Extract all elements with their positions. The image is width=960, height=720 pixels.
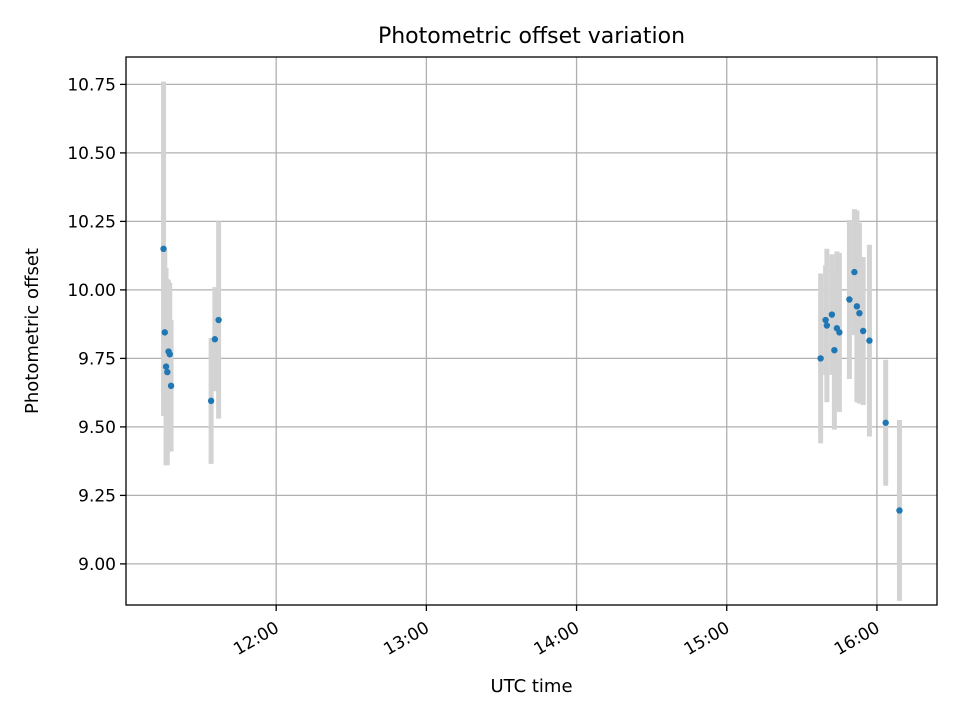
data-point xyxy=(817,355,824,362)
y-tick-label: 9.75 xyxy=(78,349,116,369)
data-point xyxy=(831,346,838,354)
y-tick-label: 9.50 xyxy=(78,418,116,438)
data-point xyxy=(846,296,853,303)
data-point xyxy=(836,329,843,336)
y-tick-label: 10.75 xyxy=(67,75,116,95)
data-point xyxy=(167,382,175,389)
data-point xyxy=(164,368,171,376)
y-tick-label: 10.00 xyxy=(67,281,116,301)
data-point xyxy=(851,268,858,276)
data-point xyxy=(853,303,861,310)
data-point xyxy=(866,337,873,344)
data-point xyxy=(882,419,889,426)
data-point xyxy=(823,322,831,329)
x-axis-label: UTC time xyxy=(490,676,572,697)
chart-title: Photometric offset variation xyxy=(378,24,685,49)
data-point xyxy=(161,329,168,336)
data-point xyxy=(828,311,836,318)
y-tick-label: 10.50 xyxy=(67,144,116,164)
y-tick-label: 10.25 xyxy=(67,212,116,232)
data-point xyxy=(207,397,215,405)
data-point xyxy=(896,507,903,514)
data-point xyxy=(859,327,867,335)
y-axis: 9.00 9.25 9.50 9.75 10.00 10.25 10.50 10.75 xyxy=(67,75,126,575)
data-point xyxy=(162,363,170,370)
data-point xyxy=(160,245,167,252)
data-point xyxy=(822,316,829,324)
grid xyxy=(126,57,937,605)
y-tick-label: 9.00 xyxy=(78,555,116,575)
data-point xyxy=(856,309,863,317)
y-axis-label: Photometric offset xyxy=(22,248,43,414)
data-markers xyxy=(160,245,903,514)
data-point xyxy=(215,316,222,324)
y-tick-label: 9.25 xyxy=(78,486,116,506)
plot-frame xyxy=(125,56,938,606)
data-point xyxy=(166,351,174,358)
data-point xyxy=(211,336,219,343)
